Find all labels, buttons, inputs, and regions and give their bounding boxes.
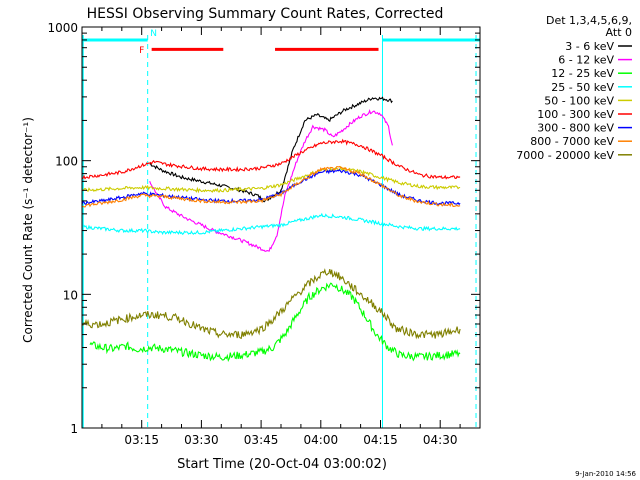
legend-entry-label: 6 - 12 keV <box>558 54 614 67</box>
plot-area: NF <box>81 29 480 428</box>
y-tick-label: 1 <box>70 422 78 436</box>
legend-header: Det 1,3,4,5,6,9, <box>546 14 632 27</box>
legend-entry-label: 7000 - 20000 keV <box>516 149 614 162</box>
series-line <box>81 165 461 208</box>
legend-entry-label: 100 - 300 keV <box>537 108 614 121</box>
x-tick-label: 04:15 <box>363 433 398 447</box>
axes: 03:15 03:30 03:45 04:00 04:15 04:30 1 10 100 1000 <box>47 21 481 447</box>
x-tick-label: 03:45 <box>244 433 279 447</box>
series-line <box>149 109 393 253</box>
x-tick-label: 03:15 <box>124 433 159 447</box>
legend-entry-label: 12 - 25 keV <box>551 67 614 80</box>
y-tick-label: 1000 <box>47 21 78 35</box>
series-line <box>81 165 461 194</box>
x-tick-label: 04:30 <box>423 433 458 447</box>
legend-entry-label: 300 - 800 keV <box>537 122 614 135</box>
x-tick-label: 04:00 <box>304 433 339 447</box>
series-line <box>81 268 461 340</box>
legend-header: Att 0 <box>606 26 632 39</box>
footer-timestamp: 9-Jan-2010 14:56 <box>575 470 636 478</box>
flag-label: N <box>150 29 157 39</box>
flag-label: F <box>139 46 144 56</box>
chart-title: HESSI Observing Summary Count Rates, Cor… <box>87 6 444 22</box>
series-line <box>149 96 393 203</box>
series-line <box>81 168 461 206</box>
series-line <box>89 282 461 363</box>
legend-entry-label: 25 - 50 keV <box>551 81 614 94</box>
y-tick-label: 10 <box>63 288 78 302</box>
legend-entry-label: 800 - 7000 keV <box>530 135 614 148</box>
x-axis-label: Start Time (20-Oct-04 03:00:02) <box>177 457 387 472</box>
legend-entry-label: 50 - 100 keV <box>544 94 614 107</box>
y-axis-label: Corrected Count Rate (s⁻¹ detector⁻¹) <box>21 117 35 343</box>
series-line <box>81 212 461 236</box>
series-line <box>81 138 461 180</box>
x-tick-label: 03:30 <box>184 433 219 447</box>
legend-entry-label: 3 - 6 keV <box>565 40 614 53</box>
y-tick-label: 100 <box>55 155 78 169</box>
